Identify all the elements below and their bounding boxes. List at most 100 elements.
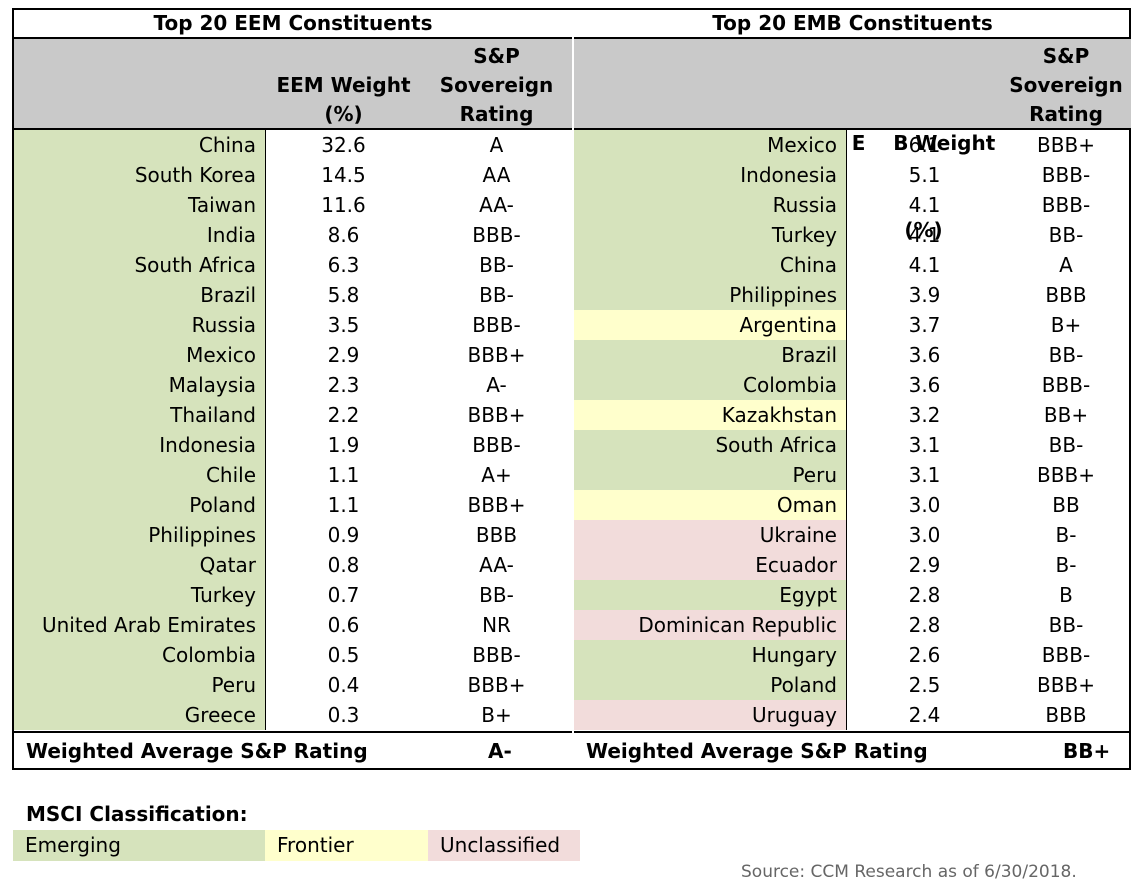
emb-rating-header-line1: S&P <box>1042 44 1090 68</box>
eem-rating-header-line3: Rating <box>459 102 534 126</box>
eem-table-row: South Africa 6.3 BB- <box>14 250 572 280</box>
rating-cell: BBB <box>475 523 518 547</box>
weight-cell: 3.1 <box>908 463 941 487</box>
eem-header-row: EEM Weight (%) S&P Sovereign Rating <box>14 39 572 130</box>
rating-cell: A+ <box>481 463 512 487</box>
weight-cell: 3.6 <box>908 343 941 367</box>
rating-cell: BBB- <box>1041 193 1091 217</box>
emb-table-row: Mexico 6.1 BBB+ <box>574 130 1131 160</box>
rating-cell: BBB <box>1045 283 1087 307</box>
rating-cell: BBB- <box>472 223 521 247</box>
rating-cell: BB- <box>1048 223 1084 247</box>
emb-table-row: Philippines 3.9 BBB <box>574 280 1131 310</box>
country-cell: Argentina <box>574 310 847 340</box>
weight-cell: 32.6 <box>321 133 366 157</box>
emb-footer: Weighted Average S&P Rating BB+ <box>574 731 1131 769</box>
country-cell: Brazil <box>574 340 847 370</box>
weight-cell: 3.2 <box>908 403 941 427</box>
emb-weight-header: E B Weight (%) <box>846 71 1001 303</box>
legend-emerging: Emerging <box>13 830 265 861</box>
weight-cell: 6.3 <box>327 253 360 277</box>
country-cell: Poland <box>574 670 847 700</box>
eem-title: Top 20 EEM Constituents <box>14 10 572 39</box>
eem-table-row: Indonesia 1.9 BBB- <box>14 430 572 460</box>
weight-cell: 1.1 <box>327 463 360 487</box>
country-cell: Dominican Republic <box>574 610 847 640</box>
country-cell: Mexico <box>574 130 847 160</box>
country-cell: Uruguay <box>574 700 847 730</box>
eem-table-row: Brazil 5.8 BB- <box>14 280 572 310</box>
eem-table-row: China 32.6 A <box>14 130 572 160</box>
rating-cell: BBB+ <box>467 493 526 517</box>
country-cell: Russia <box>574 190 847 220</box>
emb-table-row: Uruguay 2.4 BBB <box>574 700 1131 730</box>
country-cell: Oman <box>574 490 847 520</box>
weight-cell: 3.6 <box>908 373 941 397</box>
country-cell: Taiwan <box>14 190 266 220</box>
eem-footer: Weighted Average S&P Rating A- <box>14 731 572 769</box>
eem-table-row: Poland 1.1 BBB+ <box>14 490 572 520</box>
eem-table-row: Malaysia 2.3 A- <box>14 370 572 400</box>
weight-cell: 1.1 <box>327 493 360 517</box>
country-cell: Peru <box>14 670 266 700</box>
weight-cell: 3.0 <box>908 493 941 517</box>
country-cell: China <box>574 250 847 280</box>
country-cell: Chile <box>14 460 266 490</box>
country-cell: Russia <box>14 310 266 340</box>
weight-cell: 5.1 <box>908 163 941 187</box>
rating-cell: BB- <box>479 583 514 607</box>
country-cell: South Korea <box>14 160 266 190</box>
eem-table-row: Mexico 2.9 BBB+ <box>14 340 572 370</box>
rating-cell: BB- <box>1048 433 1084 457</box>
rating-cell: B+ <box>1050 313 1082 337</box>
emb-table-row: Turkey 4.1 BB- <box>574 220 1131 250</box>
weight-cell: 2.8 <box>908 583 941 607</box>
emb-table-row: Ecuador 2.9 B- <box>574 550 1131 580</box>
emb-table-row: Hungary 2.6 BBB- <box>574 640 1131 670</box>
rating-cell: BBB- <box>1041 643 1091 667</box>
country-cell: Ukraine <box>574 520 847 550</box>
eem-table-row: United Arab Emirates 0.6 NR <box>14 610 572 640</box>
weight-cell: 3.5 <box>327 313 360 337</box>
weight-cell: 6.1 <box>908 133 941 157</box>
weight-cell: 3.9 <box>908 283 941 307</box>
eem-table-row: Russia 3.5 BBB- <box>14 310 572 340</box>
weight-cell: 0.4 <box>327 673 360 697</box>
rating-cell: B- <box>1055 523 1077 547</box>
legend-frontier: Frontier <box>265 830 428 861</box>
eem-weight-header-line1: EEM Weight <box>276 73 411 97</box>
rating-cell: BBB+ <box>467 403 526 427</box>
eem-weight-header-line2: (%) <box>324 102 363 126</box>
country-cell: Poland <box>14 490 266 520</box>
eem-footer-rating: A- <box>488 739 512 763</box>
eem-table-row: Qatar 0.8 AA- <box>14 550 572 580</box>
rating-cell: B <box>1059 583 1073 607</box>
emb-table-row: Kazakhstan 3.2 BB+ <box>574 400 1131 430</box>
eem-table-row: Greece 0.3 B+ <box>14 700 572 730</box>
country-cell: South Africa <box>14 250 266 280</box>
weight-cell: 1.9 <box>327 433 360 457</box>
emb-table-row: Indonesia 5.1 BBB- <box>574 160 1131 190</box>
emb-table-row: Oman 3.0 BB <box>574 490 1131 520</box>
constituents-table: Top 20 EEM Constituents EEM Weight (%) S… <box>12 8 1131 770</box>
eem-table-row: India 8.6 BBB- <box>14 220 572 250</box>
country-cell: Turkey <box>574 220 847 250</box>
weight-cell: 4.1 <box>908 253 941 277</box>
rating-cell: A- <box>486 373 507 397</box>
country-cell: Brazil <box>14 280 266 310</box>
weight-cell: 0.8 <box>327 553 360 577</box>
country-cell: Mexico <box>14 340 266 370</box>
rating-cell: BBB- <box>472 313 521 337</box>
country-cell: Ecuador <box>574 550 847 580</box>
rating-cell: BB- <box>1048 613 1084 637</box>
weight-cell: 2.3 <box>327 373 360 397</box>
weight-cell: 5.8 <box>327 283 360 307</box>
country-cell: Peru <box>574 460 847 490</box>
emb-footer-label: Weighted Average S&P Rating <box>586 739 928 763</box>
rating-cell: NR <box>482 613 511 637</box>
emb-table-row: South Africa 3.1 BB- <box>574 430 1131 460</box>
rating-cell: BB- <box>479 283 514 307</box>
country-cell: China <box>14 130 266 160</box>
emb-table-row: Egypt 2.8 B <box>574 580 1131 610</box>
emb-title: Top 20 EMB Constituents <box>574 10 1131 39</box>
